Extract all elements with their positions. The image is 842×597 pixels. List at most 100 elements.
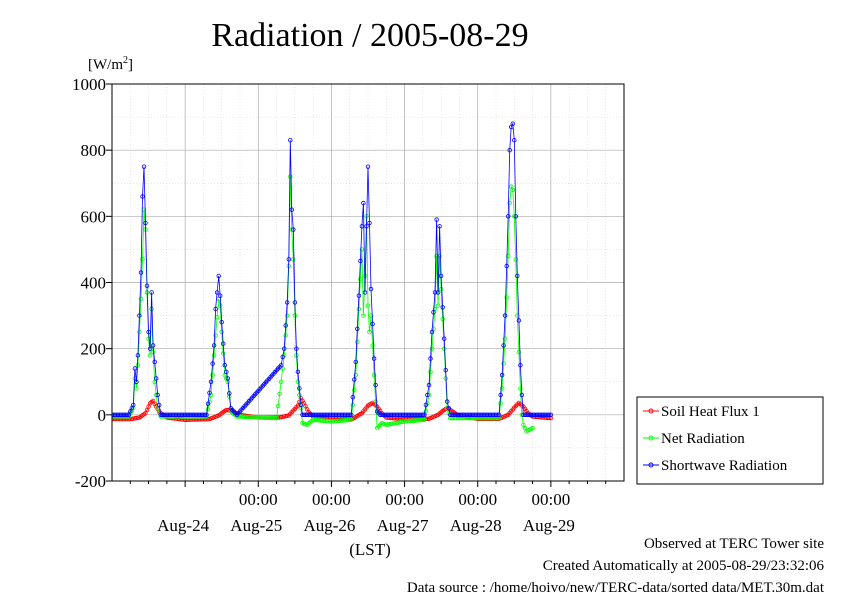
x-tick-time-label: 00:00 — [458, 490, 497, 509]
data-point — [285, 313, 290, 318]
data-point — [112, 412, 118, 417]
data-point — [288, 174, 293, 179]
data-point — [315, 418, 320, 423]
data-point — [464, 412, 470, 417]
data-point — [402, 419, 407, 424]
data-point — [422, 412, 427, 417]
data-point — [176, 412, 182, 417]
data-point — [434, 217, 439, 222]
data-point — [355, 326, 360, 331]
data-point — [219, 329, 224, 335]
data-point — [320, 412, 325, 417]
data-point — [416, 418, 421, 423]
data-point — [370, 321, 375, 327]
data-point — [140, 194, 145, 199]
data-point — [379, 412, 384, 417]
data-point — [402, 412, 407, 417]
data-point — [516, 349, 522, 355]
data-point — [204, 412, 209, 417]
data-point — [445, 399, 450, 404]
data-point — [463, 412, 468, 417]
data-point — [303, 412, 308, 417]
x-tick-date-label: Aug-25 — [230, 516, 282, 535]
data-point — [309, 412, 314, 417]
data-point — [131, 402, 136, 408]
data-point — [208, 379, 214, 384]
data-point — [518, 363, 523, 368]
data-point — [323, 412, 328, 417]
data-point — [353, 359, 358, 365]
data-point — [419, 417, 424, 423]
data-point — [192, 412, 197, 417]
data-point — [498, 392, 503, 398]
data-point — [361, 200, 366, 206]
data-point — [184, 412, 189, 417]
legend-marker — [648, 435, 654, 441]
data-point — [371, 356, 377, 361]
data-point — [452, 412, 458, 417]
data-point — [397, 412, 403, 417]
data-point — [256, 415, 261, 420]
data-point — [454, 412, 459, 417]
data-point — [367, 220, 372, 226]
data-point — [301, 412, 307, 417]
data-point — [440, 316, 445, 322]
data-point — [393, 412, 398, 417]
data-point — [525, 412, 531, 417]
data-point — [163, 412, 168, 417]
data-point — [448, 412, 453, 417]
data-point — [294, 346, 299, 351]
data-point — [422, 417, 427, 422]
data-point — [335, 412, 340, 417]
data-point — [291, 257, 296, 262]
data-point — [114, 412, 119, 417]
data-point — [214, 290, 220, 295]
data-point — [314, 417, 319, 423]
data-point — [487, 412, 493, 417]
data-point — [332, 419, 337, 424]
data-point — [339, 412, 345, 417]
data-point — [240, 414, 246, 419]
data-point — [480, 412, 485, 417]
data-point — [419, 412, 424, 417]
data-point — [356, 306, 362, 312]
data-point — [513, 214, 518, 219]
data-point — [135, 363, 141, 368]
data-point — [527, 412, 532, 417]
data-point — [310, 417, 316, 422]
data-point — [156, 402, 162, 408]
y-tick-label: 1000 — [72, 75, 106, 94]
data-point — [178, 412, 183, 417]
data-point — [272, 415, 278, 421]
data-point — [219, 320, 224, 325]
data-point — [210, 361, 215, 366]
data-point — [220, 341, 226, 346]
data-point — [138, 296, 144, 302]
x-tick-time-label: 00:00 — [385, 490, 424, 509]
data-point — [358, 277, 363, 282]
data-point — [495, 412, 500, 417]
data-point — [467, 412, 473, 417]
data-point — [336, 418, 342, 423]
data-point — [278, 379, 284, 384]
data-point — [257, 415, 262, 420]
data-point — [501, 361, 506, 366]
data-point — [394, 412, 400, 417]
data-point — [213, 333, 218, 338]
data-point — [245, 414, 250, 420]
data-point — [524, 412, 529, 417]
x-tick-date-label: Aug-26 — [303, 516, 355, 535]
data-point — [338, 412, 343, 417]
data-point — [207, 390, 212, 395]
y-axis-unit: [W/m2] — [88, 55, 133, 73]
data-point — [147, 346, 153, 351]
data-point — [132, 366, 138, 371]
data-point — [373, 399, 378, 404]
data-point — [432, 290, 438, 295]
data-point — [425, 392, 430, 398]
data-point — [539, 412, 544, 417]
data-point — [196, 412, 202, 417]
y-tick-label: 200 — [81, 340, 107, 359]
data-point — [387, 412, 392, 417]
data-point — [536, 412, 541, 417]
